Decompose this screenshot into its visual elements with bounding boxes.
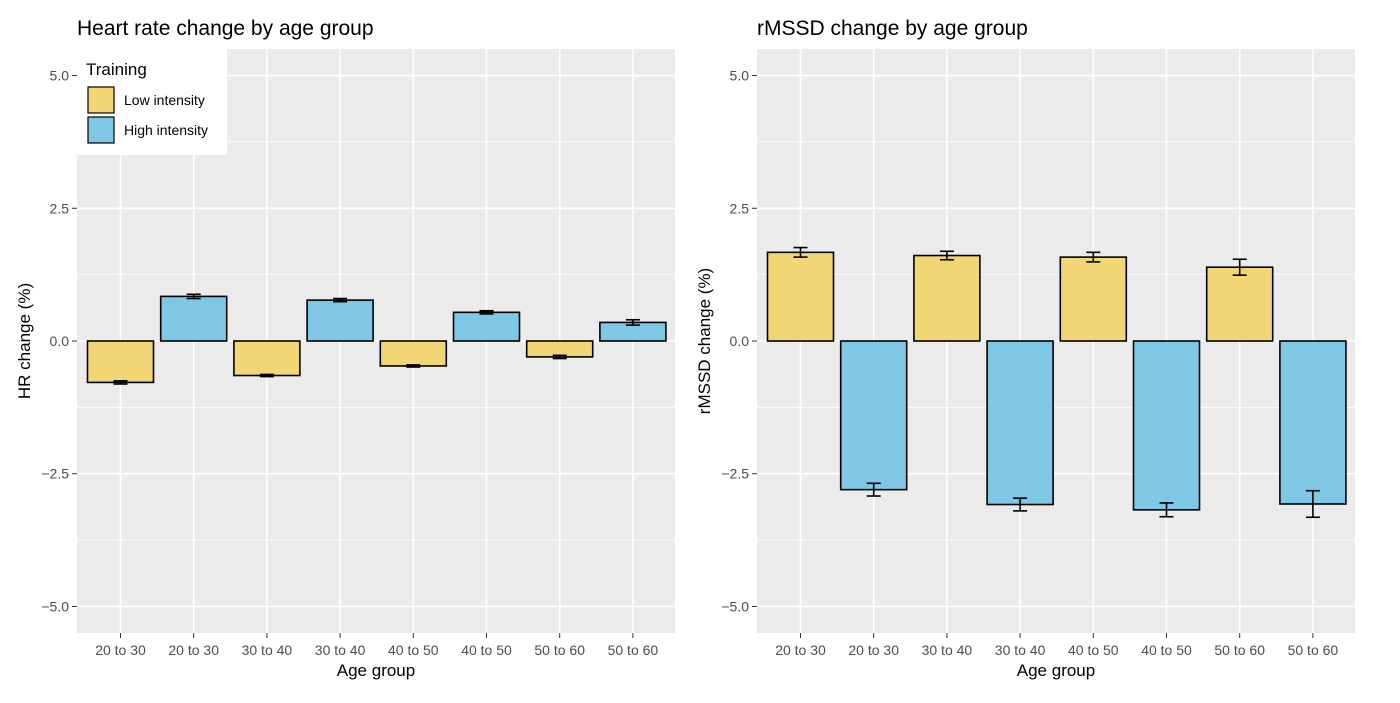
legend-label-low-intensity: Low intensity bbox=[124, 92, 205, 108]
x-tick-label: 50 to 60 bbox=[608, 642, 659, 658]
hr-y-axis-title: HR change (%) bbox=[15, 283, 34, 399]
hr-x-axis-title: Age group bbox=[337, 661, 415, 680]
x-tick-label: 40 to 50 bbox=[388, 642, 439, 658]
rmssd-x-tick-labels: 20 to 30 20 to 30 30 to 40 30 to 40 40 to 50… bbox=[775, 633, 1338, 658]
bar-high-intensity bbox=[1279, 340, 1347, 505]
bar-high-intensity bbox=[452, 311, 521, 342]
x-tick-label: 30 to 40 bbox=[315, 642, 366, 658]
rmssd-chart-title: rMSSD change by age group bbox=[757, 17, 1028, 40]
hr-y-tick-labels: 5.0 2.5 0.0 −2.5 −5.0 bbox=[41, 68, 77, 614]
rmssd-x-axis-title: Age group bbox=[1017, 661, 1095, 680]
hr-chart-panel: Heart rate change by age group 5.0 2.5 0.0… bbox=[15, 17, 675, 680]
bar-high-intensity bbox=[986, 340, 1054, 506]
y-tick-label: 0.0 bbox=[730, 333, 750, 349]
x-tick-label: 30 to 40 bbox=[242, 642, 293, 658]
legend-key-low-intensity bbox=[87, 86, 115, 114]
bar-low-intensity bbox=[1059, 256, 1128, 342]
legend-title: Training bbox=[86, 60, 147, 79]
bar-high-intensity bbox=[159, 295, 228, 342]
bar-low-intensity bbox=[379, 340, 448, 367]
x-tick-label: 50 to 60 bbox=[1288, 642, 1339, 658]
y-tick-label: 5.0 bbox=[50, 68, 70, 84]
x-tick-label: 20 to 30 bbox=[775, 642, 826, 658]
x-tick-label: 50 to 60 bbox=[534, 642, 585, 658]
x-tick-label: 20 to 30 bbox=[848, 642, 899, 658]
rmssd-y-axis-title: rMSSD change (%) bbox=[695, 268, 714, 414]
hr-bars bbox=[86, 293, 667, 385]
y-tick-label: −5.0 bbox=[41, 598, 69, 614]
bar-high-intensity bbox=[1132, 340, 1201, 511]
x-tick-label: 30 to 40 bbox=[995, 642, 1046, 658]
legend-key-high-intensity bbox=[87, 116, 115, 144]
bar-high-intensity bbox=[306, 299, 374, 342]
y-tick-label: 2.5 bbox=[50, 200, 70, 216]
y-tick-label: 2.5 bbox=[730, 200, 750, 216]
rmssd-bars bbox=[766, 246, 1347, 519]
rmssd-y-tick-labels: 5.0 2.5 0.0 −2.5 −5.0 bbox=[721, 68, 757, 614]
y-tick-label: −5.0 bbox=[721, 598, 749, 614]
hr-x-tick-labels: 20 to 30 20 to 30 30 to 40 30 to 40 40 to 50… bbox=[95, 633, 658, 658]
y-tick-label: −2.5 bbox=[41, 466, 69, 482]
x-tick-label: 30 to 40 bbox=[922, 642, 973, 658]
bar-low-intensity bbox=[766, 251, 835, 342]
x-tick-label: 20 to 30 bbox=[168, 642, 219, 658]
legend: Training Low intensity High intensity bbox=[77, 49, 227, 155]
bar-low-intensity bbox=[913, 254, 981, 342]
x-tick-label: 20 to 30 bbox=[95, 642, 146, 658]
x-tick-label: 40 to 50 bbox=[1141, 642, 1192, 658]
legend-label-high-intensity: High intensity bbox=[124, 122, 208, 138]
bar-low-intensity bbox=[86, 340, 155, 384]
x-tick-label: 40 to 50 bbox=[1068, 642, 1119, 658]
y-tick-label: 5.0 bbox=[730, 68, 750, 84]
x-tick-label: 40 to 50 bbox=[461, 642, 512, 658]
rmssd-chart-panel: rMSSD change by age group 5.0 2.5 0.0 −2.5 −… bbox=[695, 17, 1355, 680]
y-tick-label: 0.0 bbox=[50, 333, 70, 349]
bar-low-intensity bbox=[1205, 266, 1274, 342]
hr-chart-title: Heart rate change by age group bbox=[77, 17, 374, 40]
y-tick-label: −2.5 bbox=[721, 466, 749, 482]
bar-high-intensity bbox=[839, 340, 908, 491]
x-tick-label: 50 to 60 bbox=[1214, 642, 1265, 658]
bar-low-intensity bbox=[233, 340, 301, 377]
